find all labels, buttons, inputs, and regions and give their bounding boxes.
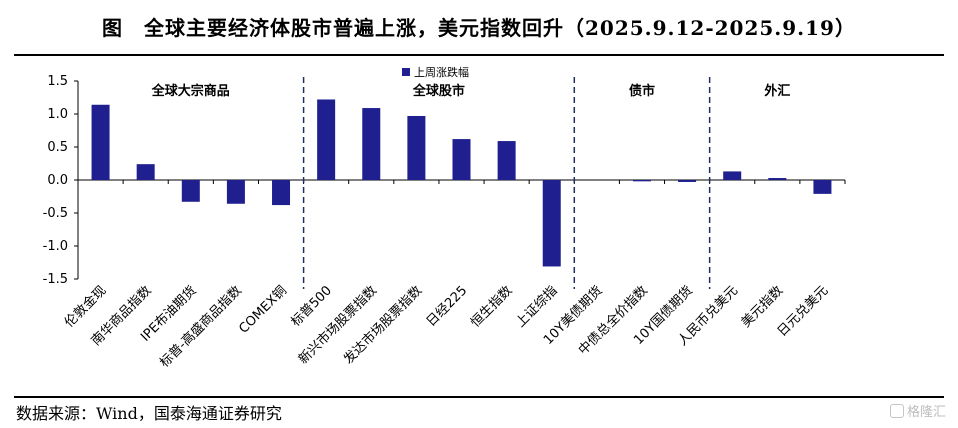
x-tick-label: COMEX铜	[236, 283, 289, 336]
group-label: 全球大宗商品	[151, 83, 230, 99]
bars	[91, 99, 832, 267]
bottom-rule	[14, 396, 944, 398]
bar	[632, 180, 651, 182]
y-tick-label: 0.0	[47, 173, 68, 188]
watermark: 格隆汇	[889, 401, 946, 420]
group-dividers	[302, 77, 711, 289]
y-tick-label: 1.0	[47, 107, 68, 122]
watermark-logo-icon	[889, 403, 904, 418]
bar	[136, 164, 155, 180]
y-tick-label: 0.5	[47, 140, 68, 155]
x-tick-label: 标普500	[288, 283, 335, 330]
watermark-text: 格隆汇	[906, 405, 946, 420]
bar	[181, 180, 200, 202]
bar	[813, 180, 832, 194]
x-tick-label: 伦敦金现	[61, 283, 109, 331]
group-label: 全球股市	[412, 83, 465, 99]
y-tick-label: -1.0	[43, 239, 68, 254]
bar	[452, 139, 471, 180]
legend-swatch	[402, 68, 410, 76]
bar	[678, 180, 697, 182]
y-tick-label: -0.5	[43, 206, 68, 221]
bar-chart: 1.5 1.0 0.5 0.0 -0.5 -1.0 -1.5 伦敦金现南华商品指数IPE布油…	[43, 65, 846, 371]
x-tick-label: 日经225	[424, 283, 471, 330]
bar	[542, 180, 561, 267]
bar	[723, 171, 742, 180]
y-tick-label: -1.5	[43, 272, 68, 287]
x-tick-label: 发达市场股票指数	[340, 283, 425, 368]
chart-title: 图 全球主要经济体股市普遍上涨，美元指数回升（2025.9.12-2025.9.…	[102, 15, 856, 40]
bar	[362, 108, 381, 180]
bar	[497, 141, 516, 180]
bar	[91, 104, 110, 180]
group-label: 外汇	[763, 83, 790, 99]
bar	[272, 180, 291, 206]
group-label: 债市	[629, 83, 655, 99]
legend-label: 上周涨跌幅	[414, 65, 469, 79]
y-tick-label: 1.5	[47, 74, 68, 89]
x-tick-labels: 伦敦金现南华商品指数IPE布油期货标普-高盛商品指数COMEX铜标普500新兴市…	[61, 283, 831, 371]
x-tick-label: 标普-高盛商品指数	[157, 283, 245, 371]
x-tick-label: 恒生指数	[468, 283, 515, 330]
source-note: 数据来源：Wind，国泰海通证券研究	[16, 404, 282, 423]
bar	[407, 115, 426, 180]
top-rule	[14, 54, 944, 56]
bar	[768, 178, 787, 180]
y-tick-labels: 1.5 1.0 0.5 0.0 -0.5 -1.0 -1.5	[43, 74, 68, 287]
x-tick-label: 新兴市场股票指数	[295, 283, 380, 368]
legend: 上周涨跌幅	[402, 65, 469, 79]
bar	[317, 99, 336, 180]
group-labels: 全球大宗商品 全球股市 债市 外汇	[151, 83, 791, 99]
bar	[226, 180, 245, 204]
